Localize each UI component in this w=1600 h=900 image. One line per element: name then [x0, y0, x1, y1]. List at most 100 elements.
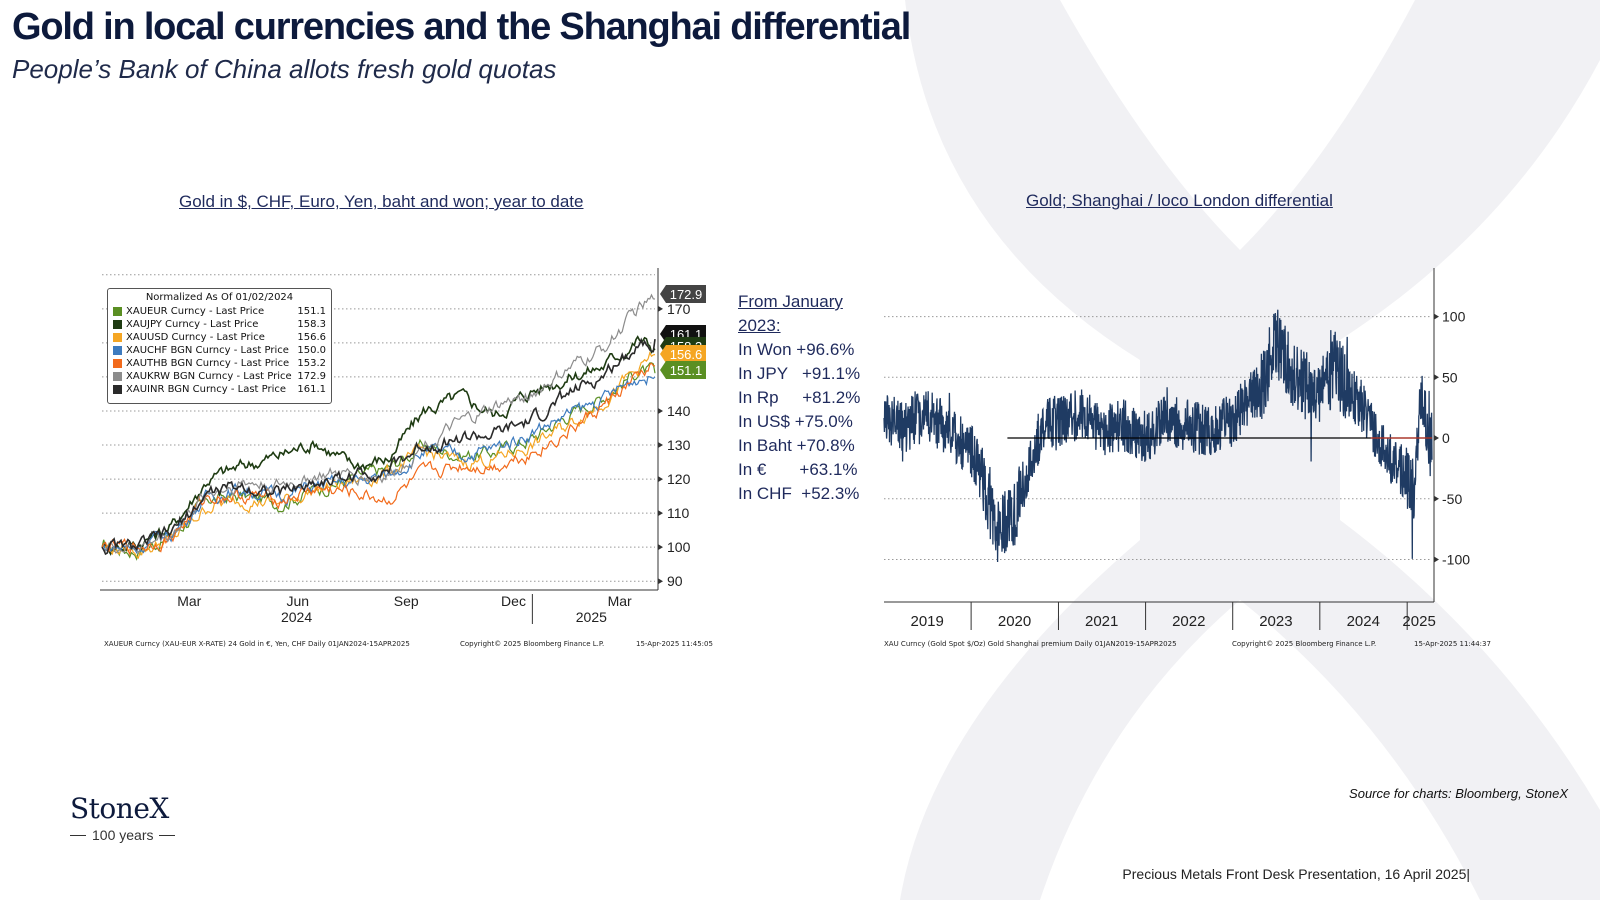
y-tick-label: 130: [667, 437, 691, 453]
y-tick-mark: [658, 442, 663, 449]
legend-swatch: [113, 359, 122, 368]
series-line-chf: [101, 375, 656, 554]
series-line-inr: [101, 337, 656, 556]
legend-series-name: XAUUSD Curncy - Last Price: [126, 332, 265, 343]
x-tick-label: Jun: [286, 593, 309, 609]
legend-swatch: [113, 372, 122, 381]
left-chart-copyright: Copyright© 2025 Bloomberg Finance L.P.: [460, 640, 605, 648]
right-chart-footnote: XAU Curncy (Gold Spot $/Oz) Gold Shangha…: [884, 640, 1177, 648]
end-label-text: 156.6: [670, 347, 703, 362]
legend-swatch: [113, 320, 122, 329]
legend-series-value: 161.1: [297, 384, 326, 395]
legend-entry: XAUTHB BGN Curncy - Last Price 153.2: [113, 357, 326, 370]
end-label: 151.1: [660, 361, 706, 379]
legend-series-name: XAUTHB BGN Curncy - Last Price: [126, 358, 290, 369]
end-label: 156.6: [660, 345, 706, 363]
x-tick-label: Mar: [608, 593, 632, 609]
x-tick-label: Dec: [501, 593, 526, 609]
performance-row: In Baht +70.8%: [738, 436, 855, 455]
legend-swatch: [113, 333, 122, 342]
end-label-text: 172.9: [670, 287, 703, 302]
performance-row: In JPY +91.1%: [738, 364, 861, 383]
end-label-text: 151.1: [670, 363, 703, 378]
legend-series-value: 156.6: [297, 332, 326, 343]
y-tick-mark: [1434, 374, 1439, 381]
performance-heading-1: From January: [738, 292, 843, 311]
slide-footer: Precious Metals Front Desk Presentation,…: [1122, 866, 1470, 882]
legend-swatch: [113, 307, 122, 316]
x-tick-label: 2022: [1172, 613, 1205, 630]
end-label-tag: [660, 345, 706, 363]
y-tick-mark: [658, 407, 663, 414]
performance-row: In Rp +81.2%: [738, 388, 861, 407]
y-tick-label: 50: [1442, 369, 1458, 385]
y-tick-label: -100: [1442, 551, 1470, 567]
y-tick-label: -50: [1442, 491, 1462, 507]
x-tick-label: Sep: [394, 593, 419, 609]
end-label: 172.9: [660, 285, 706, 303]
legend-entry: XAUUSD Curncy - Last Price 156.6: [113, 331, 326, 344]
left-chart-title: Gold in $, CHF, Euro, Yen, baht and won;…: [179, 192, 584, 211]
performance-row: In US$ +75.0%: [738, 412, 853, 431]
legend-series-name: XAUEUR Curncy - Last Price: [126, 306, 265, 317]
legend-title: Normalized As Of 01/02/2024: [145, 292, 294, 303]
y-tick-label: 100: [1442, 309, 1466, 325]
legend-swatch: [113, 385, 122, 394]
right-chart-title: Gold; Shanghai / loco London differentia…: [1026, 191, 1333, 210]
logo-tagline: 100 years: [92, 827, 154, 843]
performance-heading-2: 2023:: [738, 316, 781, 335]
x-year-label: 2024: [281, 609, 312, 625]
legend-series-value: 158.3: [297, 319, 326, 330]
end-label-tag: [660, 361, 706, 379]
y-tick-label: 140: [667, 403, 691, 419]
legend-series-name: XAUKRW BGN Curncy - Last Price: [126, 371, 292, 382]
x-tick-label: 2023: [1259, 613, 1292, 630]
x-year-label: 2025: [576, 609, 607, 625]
x-tick-label: 2021: [1085, 613, 1118, 630]
x-tick-label: 2019: [911, 613, 944, 630]
y-tick-label: 120: [667, 471, 691, 487]
legend-entry: XAUJPY Curncy - Last Price 158.3: [113, 318, 326, 331]
y-tick-mark: [1434, 435, 1439, 442]
performance-row: In Won +96.6%: [738, 340, 855, 359]
legend-swatch: [113, 346, 122, 355]
chart-source-note: Source for charts: Bloomberg, StoneX: [1349, 786, 1568, 801]
y-tick-mark: [658, 578, 663, 585]
stonex-logo: StoneX 100 years: [70, 792, 176, 843]
slide-title: Gold in local currencies and the Shangha…: [12, 6, 911, 48]
end-label-tag: [660, 285, 706, 303]
y-tick-label: 0: [1442, 430, 1450, 446]
performance-row: In CHF +52.3%: [738, 484, 860, 503]
legend-series-value: 172.9: [297, 371, 326, 382]
legend-entry: XAUKRW BGN Curncy - Last Price 172.9: [113, 370, 326, 383]
y-tick-mark: [658, 476, 663, 483]
slide-subtitle: People’s Bank of China allots fresh gold…: [12, 54, 557, 84]
y-tick-mark: [1434, 556, 1439, 563]
legend-entry: XAUCHF BGN Curncy - Last Price 150.0: [113, 344, 326, 357]
y-tick-mark: [1434, 313, 1439, 320]
legend-series-name: XAUINR BGN Curncy - Last Price: [126, 384, 287, 395]
y-tick-label: 170: [667, 301, 691, 317]
differential-line: [883, 309, 1433, 563]
left-chart-timestamp: 15-Apr-2025 11:45:05: [636, 640, 713, 648]
logo-wordmark: StoneX: [70, 792, 169, 825]
shanghai-differential-chart: 100 50 0 -50 -100 2019 2020 2021 2022 2023 2024 202…: [883, 268, 1470, 630]
x-tick-label: 2020: [998, 613, 1031, 630]
y-tick-mark: [1434, 495, 1439, 502]
performance-row: In € +63.1%: [738, 460, 858, 479]
legend-series-value: 153.2: [297, 358, 326, 369]
legend-series-name: XAUCHF BGN Curncy - Last Price: [126, 345, 289, 356]
legend-series-value: 150.0: [297, 345, 326, 356]
x-tick-label: Mar: [177, 593, 201, 609]
x-tick-label: 2024: [1347, 613, 1380, 630]
y-tick-label: 90: [667, 573, 683, 589]
legend-series-value: 151.1: [297, 306, 326, 317]
left-chart-legend: Normalized As Of 01/02/2024 XAUEUR Curnc…: [107, 288, 332, 404]
right-chart-copyright: Copyright© 2025 Bloomberg Finance L.P.: [1232, 640, 1377, 648]
left-chart-footnote: XAUEUR Curncy (XAU-EUR X-RATE) 24 Gold i…: [104, 640, 410, 648]
right-chart-timestamp: 15-Apr-2025 11:44:37: [1414, 640, 1491, 648]
x-tick-label: 2025: [1402, 613, 1435, 630]
legend-entry: XAUEUR Curncy - Last Price 151.1: [113, 305, 326, 318]
y-tick-label: 100: [667, 539, 691, 555]
legend-entry: XAUINR BGN Curncy - Last Price 161.1: [113, 383, 326, 396]
